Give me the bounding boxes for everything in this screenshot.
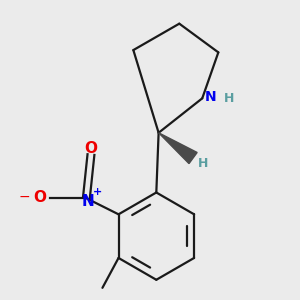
Text: O: O xyxy=(33,190,46,205)
Text: N: N xyxy=(205,90,216,104)
Text: −: − xyxy=(19,190,30,204)
Text: H: H xyxy=(198,157,208,170)
Polygon shape xyxy=(159,133,197,164)
Text: H: H xyxy=(224,92,234,105)
Text: N: N xyxy=(81,194,94,209)
Text: O: O xyxy=(85,141,98,156)
Text: +: + xyxy=(93,188,103,197)
